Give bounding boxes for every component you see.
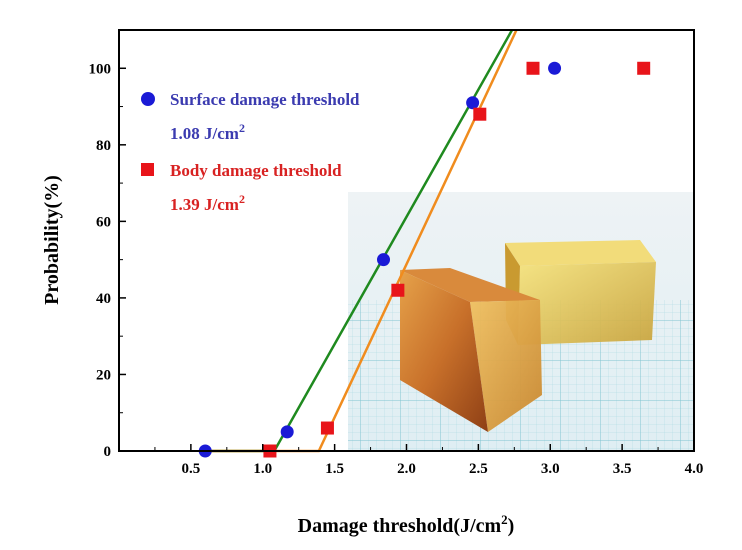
crystal-back-top: [505, 240, 656, 266]
axis-tick-labels: 0.5 1.0 1.5 2.0 2.5 3.0 3.5 4.0 0 20 40 60 80 100: [89, 61, 704, 477]
surface-point: [377, 253, 390, 267]
surface-point: [466, 96, 480, 110]
y-tick-label: 20: [96, 367, 111, 383]
crystal-front-face: [470, 300, 542, 432]
y-tick-label: 80: [96, 138, 111, 154]
y-axis-title: Probability(%): [41, 175, 63, 305]
y-tick-label: 60: [96, 214, 111, 230]
x-tick-label: 4.0: [685, 461, 704, 477]
x-tick-label: 2.5: [469, 461, 488, 477]
legend-value-surface: 1.08 J/cm2: [170, 121, 245, 143]
legend: Surface damage threshold 1.08 J/cm2 Body…: [141, 90, 360, 214]
crystal-front-top: [400, 268, 540, 302]
y-tick-label: 40: [96, 291, 111, 307]
legend-label-body: Body damage threshold: [170, 161, 342, 180]
legend-label-surface: Surface damage threshold: [170, 90, 360, 109]
body-point: [526, 61, 540, 75]
crystal-back-front: [518, 262, 656, 345]
surface-point: [280, 425, 294, 439]
body-point: [391, 283, 405, 297]
crystal-front-side: [400, 270, 488, 432]
x-tick-label: 3.0: [541, 461, 560, 477]
y-tick-label: 100: [89, 61, 112, 77]
crystal-photo-inset: [348, 192, 694, 450]
body-point: [637, 61, 651, 75]
legend-marker-body: [141, 163, 154, 176]
x-tick-label: 1.0: [253, 461, 272, 477]
axis-ticks: [119, 67, 695, 452]
x-tick-label: 1.5: [325, 461, 344, 477]
body-point: [473, 107, 487, 121]
body-point: [320, 421, 334, 435]
y-tick-label: 0: [104, 444, 112, 460]
x-tick-label: 3.5: [613, 461, 632, 477]
surface-point: [548, 61, 562, 75]
x-axis-title: Damage threshold(J/cm2): [298, 512, 515, 537]
legend-marker-surface: [141, 92, 155, 106]
x-tick-label: 0.5: [182, 461, 201, 477]
x-tick-label: 2.0: [397, 461, 416, 477]
legend-value-body: 1.39 J/cm2: [170, 192, 245, 214]
